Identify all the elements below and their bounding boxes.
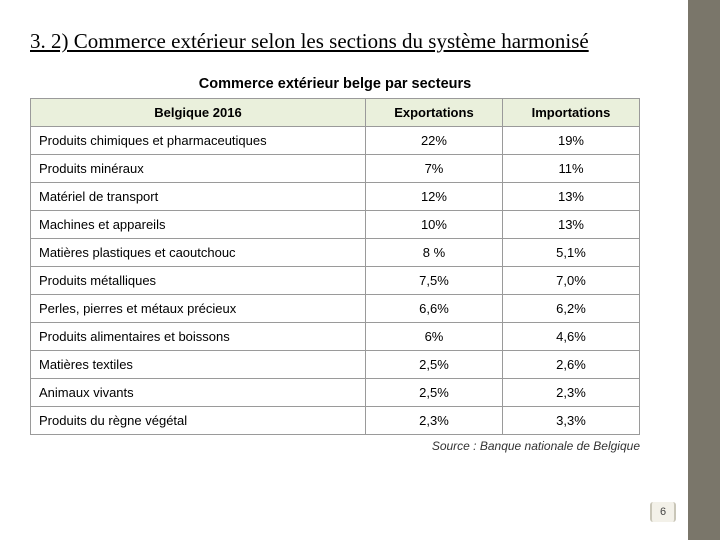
cell-exports: 10% [365,211,502,239]
cell-exports: 12% [365,183,502,211]
cell-category: Animaux vivants [31,379,366,407]
cell-imports: 13% [502,211,639,239]
cell-exports: 7,5% [365,267,502,295]
cell-category: Produits chimiques et pharmaceutiques [31,127,366,155]
table-wrapper: Commerce extérieur belge par secteurs Be… [30,76,640,453]
table-row: Produits métalliques7,5%7,0% [31,267,640,295]
col-header-imports: Importations [502,99,639,127]
cell-exports: 22% [365,127,502,155]
cell-imports: 6,2% [502,295,639,323]
page-number: 6 [650,502,676,522]
slide-content: 3. 2) Commerce extérieur selon les secti… [0,0,688,540]
cell-exports: 8 % [365,239,502,267]
cell-category: Produits métalliques [31,267,366,295]
cell-exports: 2,5% [365,379,502,407]
cell-exports: 7% [365,155,502,183]
cell-imports: 4,6% [502,323,639,351]
cell-category: Produits minéraux [31,155,366,183]
cell-imports: 7,0% [502,267,639,295]
cell-category: Matières textiles [31,351,366,379]
cell-exports: 6% [365,323,502,351]
cell-imports: 2,3% [502,379,639,407]
sector-table: Belgique 2016 Exportations Importations … [30,98,640,435]
table-row: Matières plastiques et caoutchouc8 %5,1% [31,239,640,267]
section-heading: 3. 2) Commerce extérieur selon les secti… [30,28,658,54]
cell-imports: 19% [502,127,639,155]
cell-imports: 5,1% [502,239,639,267]
cell-category: Produits alimentaires et boissons [31,323,366,351]
table-row: Machines et appareils10%13% [31,211,640,239]
cell-imports: 11% [502,155,639,183]
cell-imports: 13% [502,183,639,211]
table-row: Perles, pierres et métaux précieux6,6%6,… [31,295,640,323]
cell-imports: 2,6% [502,351,639,379]
cell-category: Matières plastiques et caoutchouc [31,239,366,267]
cell-imports: 3,3% [502,407,639,435]
table-row: Produits minéraux7%11% [31,155,640,183]
table-row: Produits alimentaires et boissons6%4,6% [31,323,640,351]
cell-exports: 2,5% [365,351,502,379]
table-row: Animaux vivants2,5%2,3% [31,379,640,407]
table-row: Matériel de transport12%13% [31,183,640,211]
cell-exports: 6,6% [365,295,502,323]
side-stripe [688,0,720,540]
table-row: Produits du règne végétal2,3%3,3% [31,407,640,435]
cell-category: Matériel de transport [31,183,366,211]
cell-category: Machines et appareils [31,211,366,239]
table-row: Produits chimiques et pharmaceutiques22%… [31,127,640,155]
cell-category: Produits du règne végétal [31,407,366,435]
col-header-exports: Exportations [365,99,502,127]
table-row: Matières textiles2,5%2,6% [31,351,640,379]
table-title: Commerce extérieur belge par secteurs [30,76,640,92]
table-header-row: Belgique 2016 Exportations Importations [31,99,640,127]
cell-category: Perles, pierres et métaux précieux [31,295,366,323]
cell-exports: 2,3% [365,407,502,435]
table-source: Source : Banque nationale de Belgique [30,439,640,453]
col-header-category: Belgique 2016 [31,99,366,127]
